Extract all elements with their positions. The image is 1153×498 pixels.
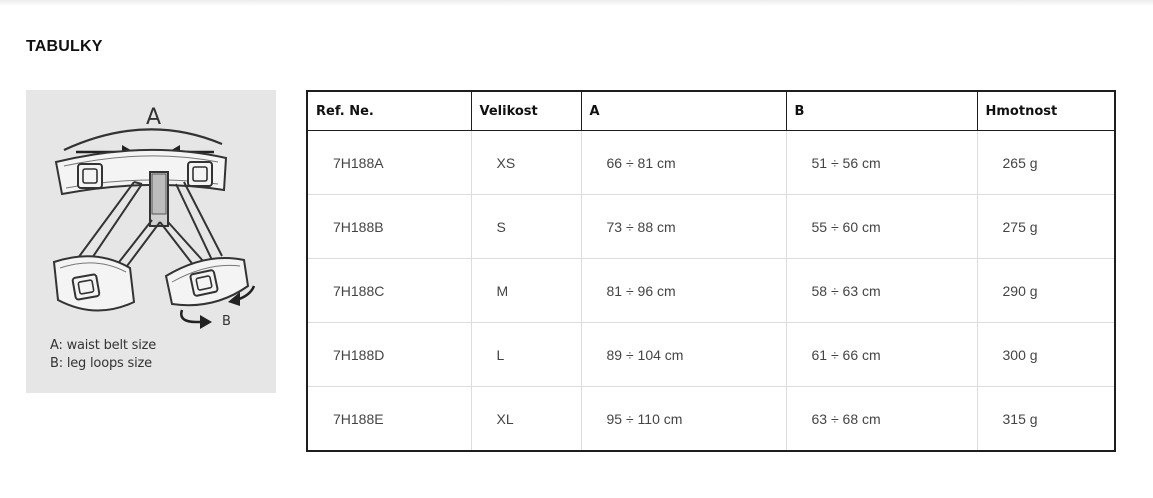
header-shadow	[0, 0, 1153, 6]
cell-a: 66 ÷ 81 cm	[581, 130, 787, 195]
cell-a: 73 ÷ 88 cm	[581, 194, 787, 259]
cell-weight: 315 g	[1002, 410, 1038, 427]
header-size: Velikost	[471, 91, 582, 131]
figure-label-b: B	[222, 314, 231, 329]
cell-b: 55 ÷ 60 cm	[786, 194, 978, 259]
cell-ref: 7H188B	[307, 194, 472, 259]
cell-size: XS	[471, 130, 582, 195]
cell-ref: 7H188C	[307, 258, 472, 323]
table-row: 7H188B S 73 ÷ 88 cm 55 ÷ 60 cm 275 g	[307, 194, 1115, 259]
figure-label-a: A	[146, 105, 161, 130]
cell-weight: 275 g	[977, 194, 1115, 259]
table-row: 7H188A XS 66 ÷ 81 cm 51 ÷ 56 cm 265 g	[307, 130, 1115, 195]
cell-ref: 7H188E	[307, 386, 472, 451]
cell-a: 89 ÷ 104 cm	[581, 322, 787, 387]
header-ref: Ref. Ne.	[307, 91, 472, 131]
cell-b: 51 ÷ 56 cm	[786, 130, 978, 195]
header-a: A	[581, 91, 787, 131]
harness-diagram-icon: A	[52, 105, 256, 329]
header-weight: Hmotnost	[977, 91, 1115, 131]
cell-weight: 265 g	[977, 130, 1115, 195]
cell-weight: 290 g	[977, 258, 1115, 323]
cell-size: XL	[471, 386, 582, 451]
table-row: 7H188E XL 95 ÷ 110 cm 63 ÷ 68 cm 315 g	[307, 386, 1115, 451]
cell-b: 61 ÷ 66 cm	[786, 322, 978, 387]
table-row: 7H188C M 81 ÷ 96 cm 58 ÷ 63 cm 290 g	[307, 258, 1115, 323]
figure-legend: A: waist belt size B: leg loops size	[50, 337, 156, 373]
legend-waist-belt: A: waist belt size	[50, 338, 157, 353]
cell-size: L	[471, 322, 582, 387]
header-b: B	[786, 91, 978, 131]
size-table: Ref. Ne. Velikost A B Hmotnost 7H188A XS…	[306, 90, 1116, 452]
cell-ref: 7H188D	[307, 322, 472, 387]
cell-a: 95 ÷ 110 cm	[581, 386, 787, 451]
cell-weight: 300 g	[977, 322, 1115, 387]
table-header-row: Ref. Ne. Velikost A B Hmotnost	[307, 91, 1115, 131]
cell-ref: 7H188A	[307, 130, 472, 195]
cell-a: 81 ÷ 96 cm	[581, 258, 787, 323]
table-row: 7H188D L 89 ÷ 104 cm 61 ÷ 66 cm 300 g	[307, 322, 1115, 387]
cell-b: 58 ÷ 63 cm	[786, 258, 978, 323]
section-title: TABULKY	[26, 38, 103, 55]
harness-figure: A	[26, 90, 276, 393]
legend-leg-loops: B: leg loops size	[50, 356, 152, 371]
cell-size: S	[471, 194, 582, 259]
cell-b: 63 ÷ 68 cm	[786, 386, 978, 451]
cell-size: M	[471, 258, 582, 323]
